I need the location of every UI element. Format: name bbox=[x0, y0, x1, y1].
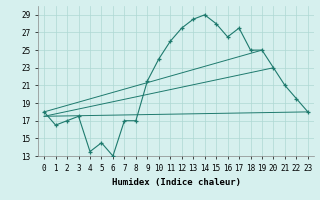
X-axis label: Humidex (Indice chaleur): Humidex (Indice chaleur) bbox=[111, 178, 241, 187]
